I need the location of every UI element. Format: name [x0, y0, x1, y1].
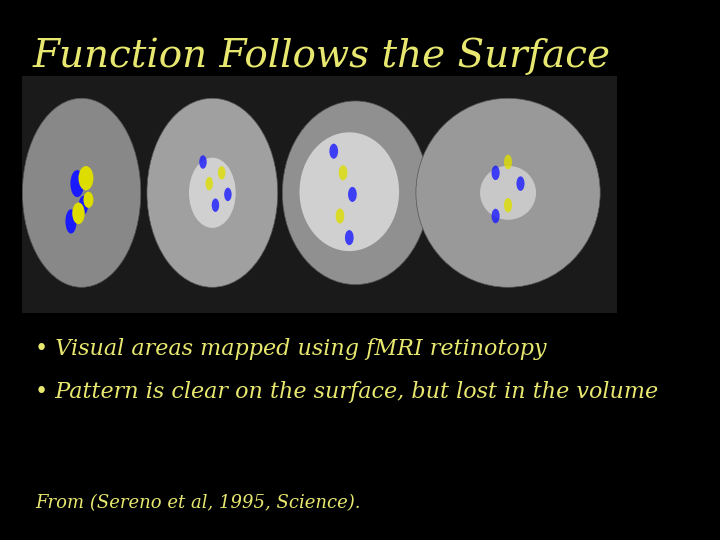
Ellipse shape — [504, 154, 512, 170]
Ellipse shape — [212, 198, 219, 212]
Ellipse shape — [338, 165, 348, 180]
Text: • Pattern is clear on the surface, but lost in the volume: • Pattern is clear on the surface, but l… — [35, 381, 658, 403]
Ellipse shape — [22, 98, 140, 287]
Ellipse shape — [282, 101, 428, 285]
Ellipse shape — [189, 158, 235, 228]
Ellipse shape — [336, 208, 344, 224]
Ellipse shape — [78, 195, 88, 214]
FancyBboxPatch shape — [22, 76, 617, 313]
Ellipse shape — [300, 132, 399, 251]
Ellipse shape — [78, 166, 94, 190]
Ellipse shape — [480, 166, 536, 220]
Ellipse shape — [66, 210, 76, 233]
Ellipse shape — [84, 192, 94, 208]
Ellipse shape — [147, 98, 278, 287]
Ellipse shape — [205, 177, 213, 190]
Text: Function Follows the Surface: Function Follows the Surface — [32, 38, 611, 75]
Ellipse shape — [492, 208, 500, 224]
Ellipse shape — [199, 156, 207, 168]
Text: From (Sereno et al, 1995, Science).: From (Sereno et al, 1995, Science). — [35, 494, 361, 512]
Ellipse shape — [218, 166, 225, 179]
Ellipse shape — [71, 170, 84, 197]
Ellipse shape — [224, 187, 232, 201]
Ellipse shape — [72, 202, 85, 224]
Ellipse shape — [516, 176, 525, 191]
Ellipse shape — [348, 187, 357, 202]
Text: • Visual areas mapped using fMRI retinotopy: • Visual areas mapped using fMRI retinot… — [35, 338, 546, 360]
Ellipse shape — [345, 230, 354, 245]
Ellipse shape — [329, 144, 338, 159]
Ellipse shape — [504, 198, 512, 212]
Ellipse shape — [492, 165, 500, 180]
Ellipse shape — [416, 98, 600, 287]
